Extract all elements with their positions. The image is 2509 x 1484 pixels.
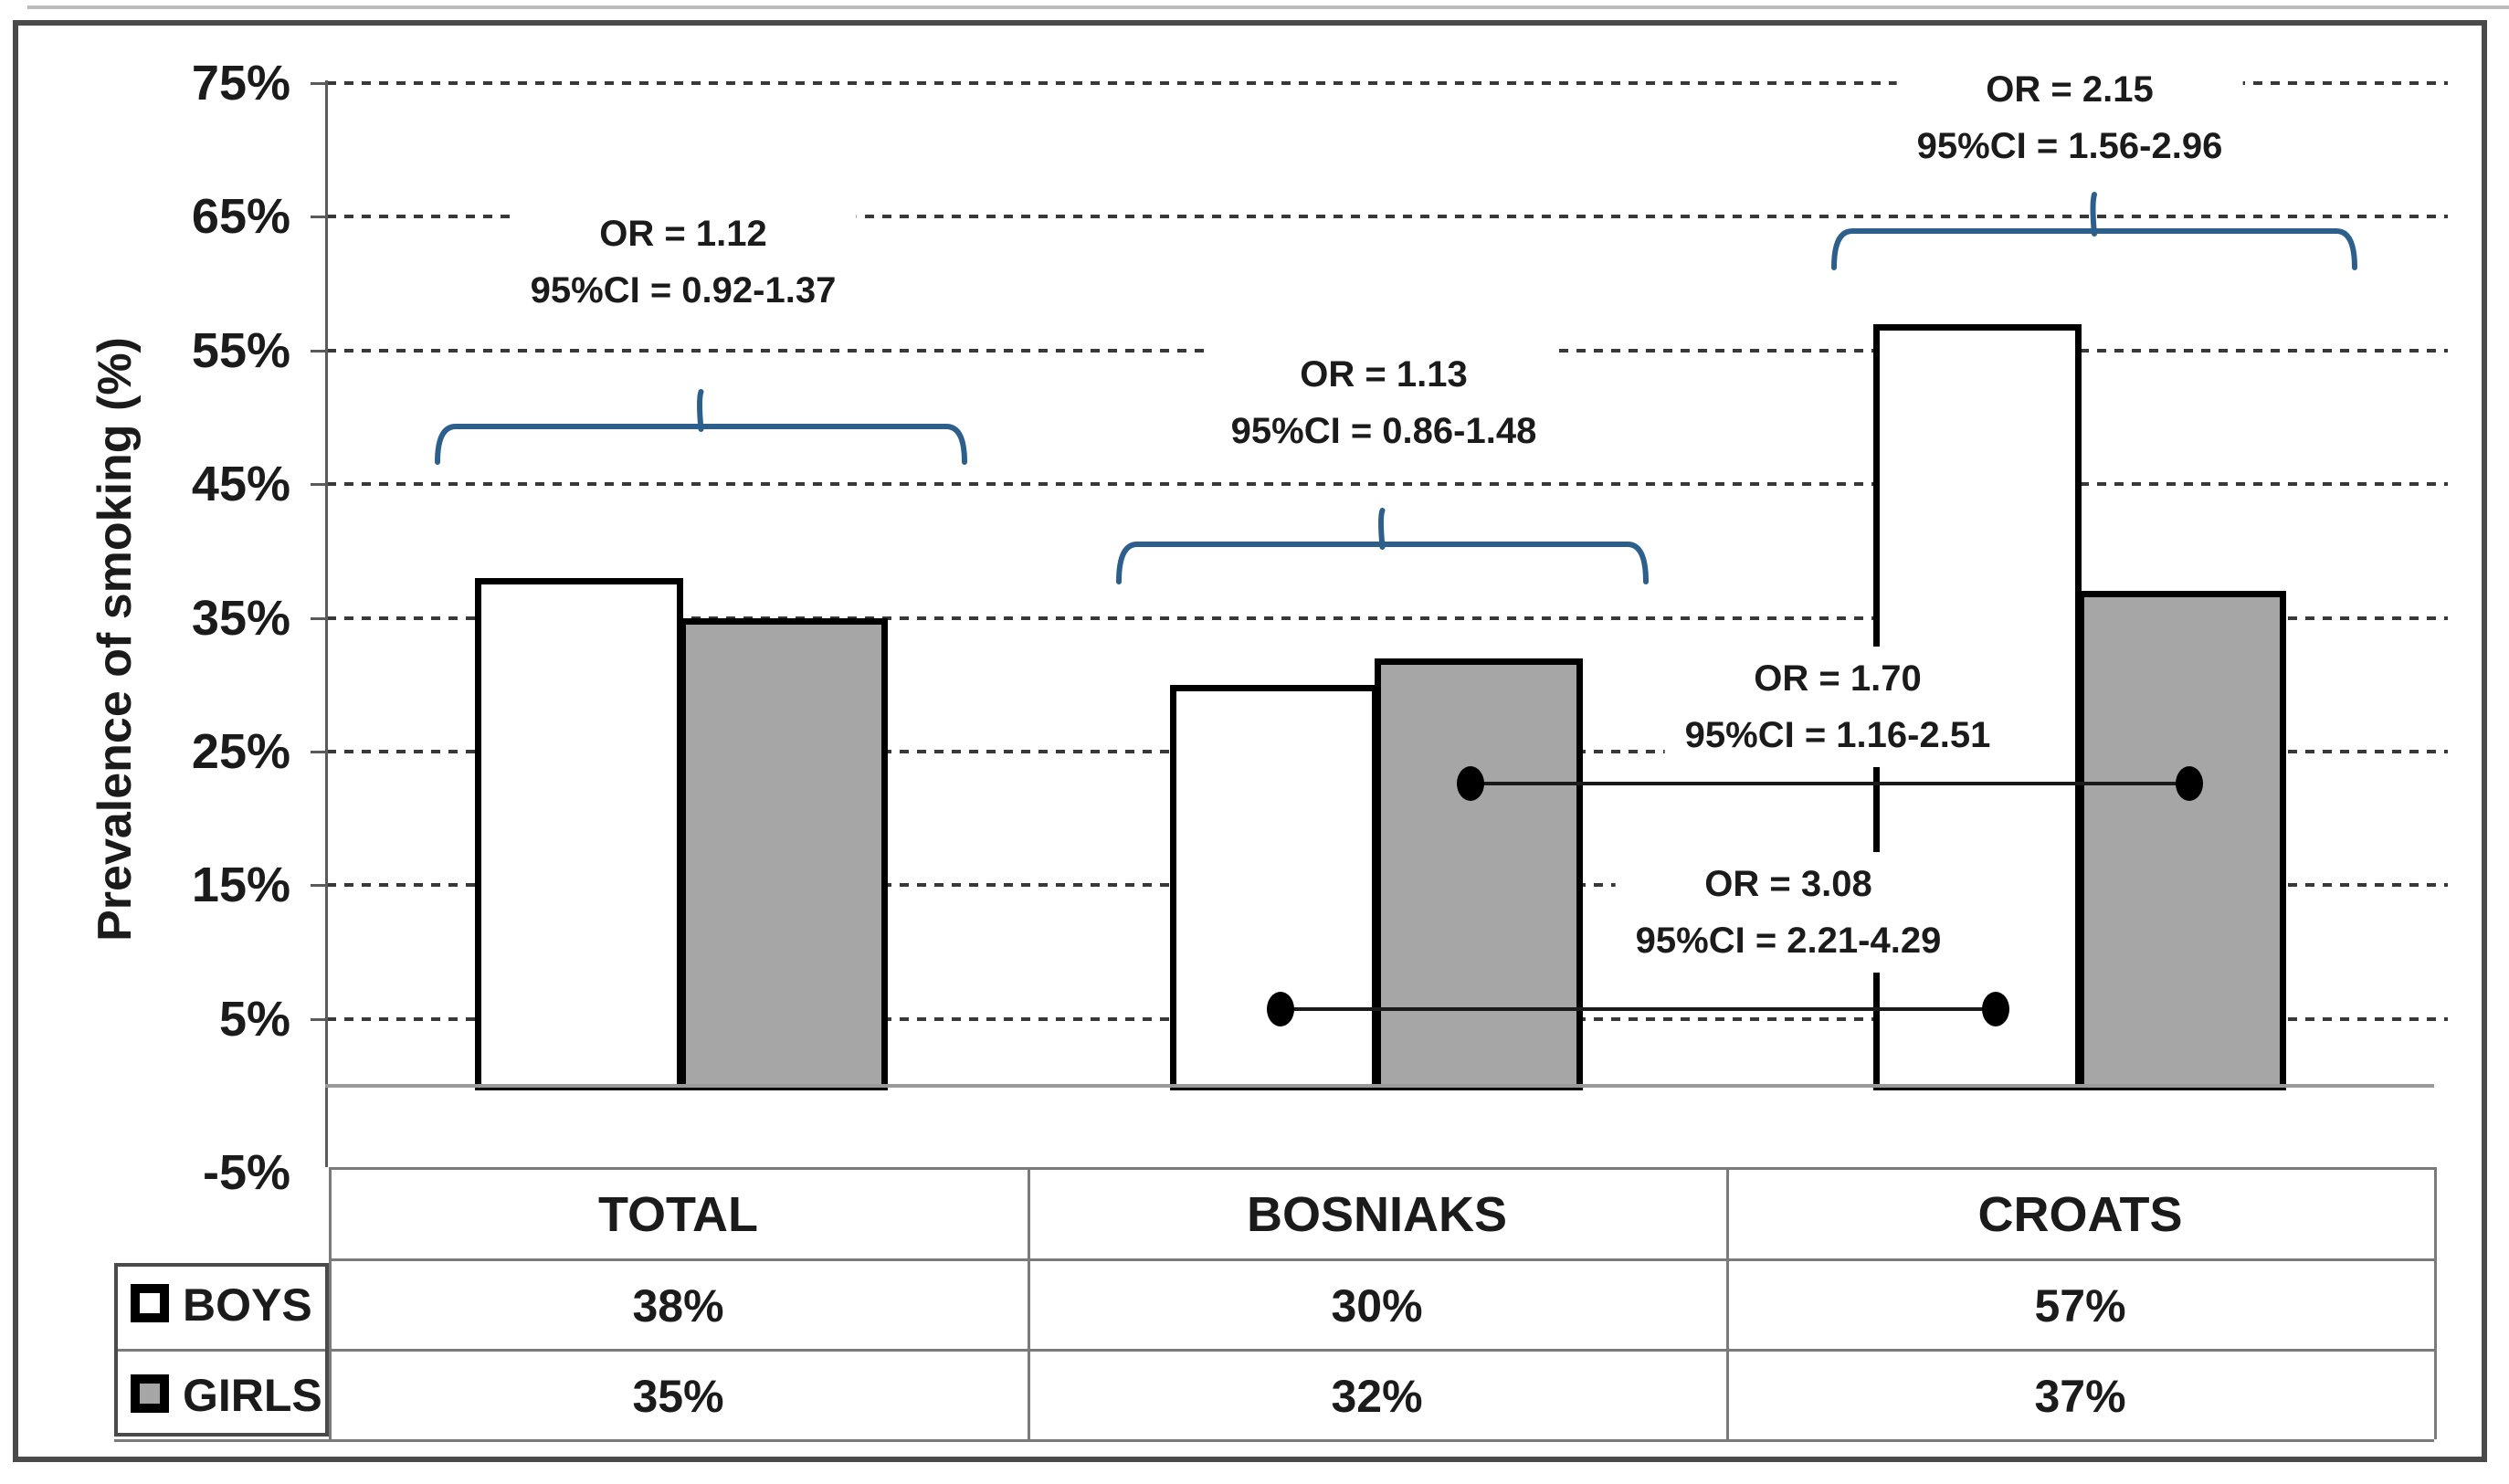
gridline-75 bbox=[327, 81, 2448, 85]
y-tick-label-15: 15% bbox=[191, 858, 290, 913]
annotation-total-ci: 95%CI = 0.92-1.37 bbox=[530, 270, 837, 310]
bar-bosniaks-girls bbox=[1375, 658, 1583, 1090]
y-axis-line bbox=[325, 80, 328, 1167]
annotation-croats-or: OR = 2.15 bbox=[1986, 69, 2154, 110]
bar-croats-girls bbox=[2078, 591, 2286, 1090]
y-tick-55 bbox=[311, 349, 325, 353]
gridline-45 bbox=[327, 482, 2448, 487]
annotation-bosniaks-or: OR = 1.13 bbox=[1300, 354, 1468, 395]
y-tick-label-55: 55% bbox=[191, 322, 290, 378]
y-tick-65 bbox=[311, 216, 325, 219]
annotation-total: OR = 1.12 95%CI = 0.92-1.37 bbox=[510, 202, 857, 322]
annotation-boys-comparison: OR = 3.08 95%CI = 2.21-4.29 bbox=[1615, 852, 1962, 973]
table-value-girls-croats: 37% bbox=[2034, 1370, 2126, 1422]
annotation-croats-ci: 95%CI = 1.56-2.96 bbox=[1916, 126, 2223, 166]
y-tick-5 bbox=[311, 1017, 325, 1021]
annotation-boys-ci: 95%CI = 2.21-4.29 bbox=[1635, 921, 1942, 961]
legend-girls-label: GIRLS bbox=[183, 1370, 322, 1421]
table-vborder-1 bbox=[1028, 1167, 1030, 1439]
table-border-header bbox=[329, 1258, 2434, 1261]
y-tick-45 bbox=[311, 483, 325, 487]
y-tick-label-5: 5% bbox=[218, 991, 290, 1047]
table-header-croats: CROATS bbox=[1977, 1187, 2183, 1242]
y-tick-label-25: 25% bbox=[191, 724, 290, 779]
gridline-65 bbox=[327, 215, 2448, 219]
y-tick-25 bbox=[311, 751, 325, 753]
legend-box bbox=[114, 1263, 329, 1437]
y-tick-15 bbox=[311, 884, 325, 888]
table-vborder-2 bbox=[1726, 1167, 1729, 1439]
table-border-mid bbox=[114, 1349, 2434, 1352]
table-border-top bbox=[329, 1167, 2434, 1170]
y-tick-label-35: 35% bbox=[191, 590, 290, 646]
table-value-boys-total: 38% bbox=[632, 1279, 724, 1331]
legend-boys-label: BOYS bbox=[183, 1279, 312, 1331]
figure-frame bbox=[13, 20, 2487, 1462]
legend-girls-swatch bbox=[131, 1374, 169, 1413]
annotation-girls-ci: 95%CI = 1.16-2.51 bbox=[1684, 715, 1991, 755]
annotation-girls-comparison: OR = 1.70 95%CI = 1.16-2.51 bbox=[1664, 647, 2011, 767]
table-vborder-3 bbox=[2434, 1167, 2437, 1439]
annotation-girls-or: OR = 1.70 bbox=[1754, 658, 1922, 699]
table-value-boys-bosniaks: 30% bbox=[1331, 1279, 1423, 1331]
table-vborder-0 bbox=[329, 1167, 332, 1439]
annotation-total-or: OR = 1.12 bbox=[599, 214, 767, 254]
y-tick-label-65: 65% bbox=[191, 189, 290, 245]
y-tick-label-45: 45% bbox=[191, 457, 290, 512]
annotation-bosniaks-ci: 95%CI = 0.86-1.48 bbox=[1230, 411, 1537, 451]
y-tick-35 bbox=[311, 616, 325, 620]
y-tick-75 bbox=[311, 82, 325, 85]
y-tick-label--5: -5% bbox=[202, 1145, 290, 1200]
table-value-girls-bosniaks: 32% bbox=[1331, 1370, 1423, 1422]
table-header-total: TOTAL bbox=[598, 1187, 758, 1242]
annotation-bosniaks: OR = 1.13 95%CI = 0.86-1.48 bbox=[1210, 342, 1557, 463]
x-axis-baseline bbox=[325, 1084, 2434, 1088]
table-border-bottom bbox=[114, 1439, 2434, 1442]
table-value-boys-croats: 57% bbox=[2034, 1279, 2126, 1331]
legend-boys-swatch bbox=[131, 1284, 169, 1322]
frame-top-faint-line bbox=[27, 5, 2509, 9]
gridline-35 bbox=[327, 616, 2448, 620]
table-value-girls-total: 35% bbox=[632, 1370, 724, 1422]
annotation-boys-or: OR = 3.08 bbox=[1704, 864, 1872, 904]
annotation-croats: OR = 2.15 95%CI = 1.56-2.96 bbox=[1896, 58, 2243, 178]
table-header-bosniaks: BOSNIAKS bbox=[1246, 1187, 1508, 1242]
y-tick-label-75: 75% bbox=[191, 56, 290, 111]
